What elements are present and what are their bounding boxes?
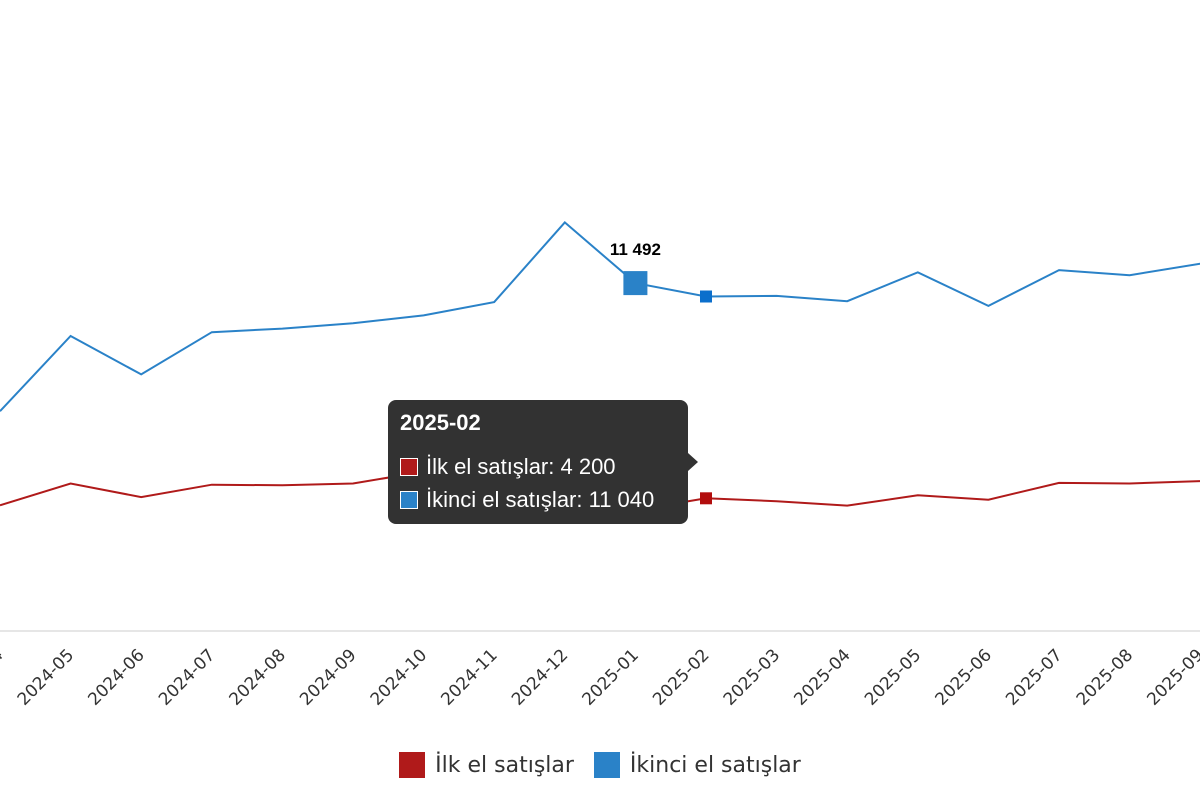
- tooltip-row-second-hand: İkinci el satışlar: 11 040: [400, 483, 676, 516]
- x-tick-label: 2025-01: [579, 645, 643, 709]
- legend-item-second-hand[interactable]: İkinci el satışlar: [593, 752, 801, 778]
- point-marker-first-hand-2025-02[interactable]: [700, 492, 712, 505]
- tooltip-swatch-second-hand: [400, 490, 418, 509]
- tooltip-label-first-hand: İlk el satışlar: 4 200: [426, 453, 616, 479]
- x-tick-label: 2024-11: [437, 645, 501, 709]
- legend-label-first-hand: İlk el satışlar: [435, 752, 574, 778]
- x-tick-label: 2025-06: [932, 645, 996, 709]
- x-tick-label: 2025-09: [1143, 645, 1200, 709]
- x-tick-label: 2024-06: [84, 645, 148, 709]
- x-tick-label: 2025-04: [790, 645, 854, 709]
- x-tick-label: 2025-05: [861, 645, 925, 709]
- x-tick-label: 2024-07: [155, 645, 219, 709]
- data-label-second-hand: 11 492: [610, 240, 661, 259]
- legend-label-second-hand: İkinci el satışlar: [629, 752, 801, 778]
- x-axis-ticks: 2024-04 2024-05 2024-06 2024-07 2024-08 2024-…: [0, 645, 1200, 709]
- point-marker-second-hand-2025-01[interactable]: [623, 271, 648, 296]
- legend-swatch-first-hand: [399, 752, 426, 778]
- legend: İlk el satışlar İkinci el satışlar: [0, 752, 1200, 778]
- series-line-second-hand: [0, 220, 1200, 412]
- tooltip-title: 2025-02: [400, 410, 481, 435]
- x-tick-label: 2025-07: [1002, 645, 1066, 709]
- tooltip-label-second-hand: İkinci el satışlar: 11 040: [426, 486, 655, 512]
- tooltip-swatch-first-hand: [400, 457, 418, 476]
- x-tick-label: 2025-02: [649, 645, 713, 709]
- legend-swatch-second-hand: [593, 752, 620, 778]
- x-tick-label: 2024-12: [508, 645, 572, 709]
- x-tick-label: 2024-10: [367, 645, 431, 709]
- point-marker-second-hand-2025-02[interactable]: [700, 290, 712, 303]
- x-tick-label: 2024-04: [0, 645, 8, 709]
- x-tick-label: 2024-08: [226, 645, 290, 709]
- x-tick-label: 2024-05: [14, 645, 78, 709]
- x-tick-label: 2025-08: [1073, 645, 1137, 709]
- x-tick-label: 2024-09: [296, 645, 360, 709]
- tooltip-row-first-hand: İlk el satışlar: 4 200: [400, 450, 676, 483]
- tooltip: 2025-02 İlk el satışlar: 4 200 İkinci el…: [388, 400, 698, 524]
- legend-item-first-hand[interactable]: İlk el satışlar: [399, 752, 574, 778]
- x-tick-label: 2025-03: [720, 645, 784, 709]
